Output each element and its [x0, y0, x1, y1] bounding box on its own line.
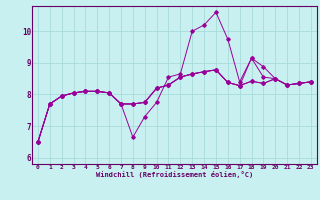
X-axis label: Windchill (Refroidissement éolien,°C): Windchill (Refroidissement éolien,°C): [96, 171, 253, 178]
